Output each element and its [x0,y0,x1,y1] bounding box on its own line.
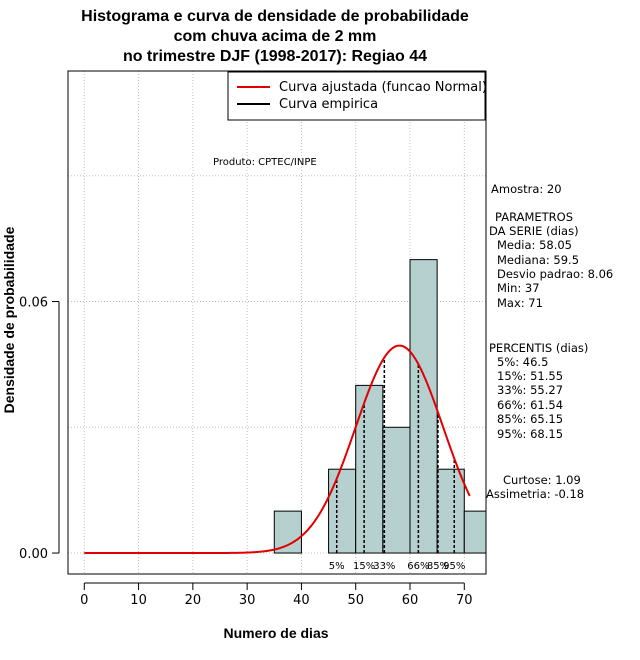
percentile-label-2: 33% [373,561,395,572]
histogram-bar-0 [273,510,302,554]
plot-frame [67,70,487,575]
normal-curve-layer [84,344,471,555]
x-tick-label-4: 40 [293,593,310,608]
pct-5: 5%: 46.5 [497,355,548,369]
pct-95: 95%: 68.15 [497,427,563,441]
x-tick-label-3: 30 [239,593,256,608]
legend-label-fitted: Curva ajustada (funcao Normal) [279,80,487,95]
x-tick-label-2: 20 [185,593,202,608]
histogram-bar-5 [409,259,438,554]
stat-skewness: Assimetria: -0.18 [486,487,584,501]
stat-mean: Media: 58.05 [497,238,572,252]
x-tick-label-7: 70 [456,593,473,608]
percentile-lines: 5% 15%33% 66%85%95% [329,357,465,572]
axes: 0 10 20 30 40 50 60 70 0.00 0.06 [19,296,473,608]
percentile-label-5: 95% [443,561,465,572]
stat-max: Max: 71 [497,296,543,310]
x-tick-label-6: 60 [402,593,419,608]
pct-33: 33%: 55.27 [497,383,563,397]
percentile-label-1: 15% [353,561,375,572]
chart-title-line-2: com chuva acima de 2 mm [174,28,377,45]
percentile-label-3: 66% [407,561,429,572]
histogram-bar-6 [436,468,465,554]
x-tick-label-1: 10 [130,593,147,608]
histogram-bar-7 [463,510,487,554]
histogram-bar-3 [355,384,384,554]
legend-box [227,71,486,121]
normal-curve [84,344,471,555]
params-subheading: DA SERIE (dias) [489,224,579,238]
chart-title-line-1: Histograma e curva de densidade de proba… [81,8,469,25]
y-tick-label-1: 0.06 [19,296,48,311]
histogram-bars [273,259,487,554]
y-axis-label: Densidade de probabilidade [1,226,17,413]
stat-median: Mediana: 59.5 [497,253,579,267]
x-tick-label-5: 50 [347,593,364,608]
pct-66: 66%: 61.54 [497,398,563,412]
product-credit: Produto: CPTEC/INPE [213,157,317,168]
sample-size: Amostra: 20 [491,182,562,196]
stat-kurtosis: Curtose: 1.09 [503,473,581,487]
histogram-bar-4 [382,426,411,554]
percentiles-heading: PERCENTIS (dias) [489,341,588,355]
x-tick-label-0: 0 [80,593,88,608]
pct-85: 85%: 65.15 [497,412,563,426]
stats-panel: Amostra: 20 PARAMETROS DA SERIE (dias) M… [486,182,613,501]
histogram-bar-2 [328,468,357,554]
pct-15: 15%: 51.55 [497,369,563,383]
chart-title-line-3: no trimestre DJF (1998-2017): Regiao 44 [123,48,427,65]
percentile-label-0: 5% [329,561,345,572]
params-heading: PARAMETROS [495,210,573,224]
x-axis-label: Numero de dias [223,625,328,641]
y-tick-label-0: 0.00 [19,547,48,562]
percentile-label-4: 85% [427,561,449,572]
legend: Curva ajustada (funcao Normal) Curva emp… [227,71,487,121]
stat-sd: Desvio padrao: 8.06 [497,267,613,281]
legend-label-empirical: Curva empirica [279,97,378,112]
stat-min: Min: 37 [497,281,540,295]
